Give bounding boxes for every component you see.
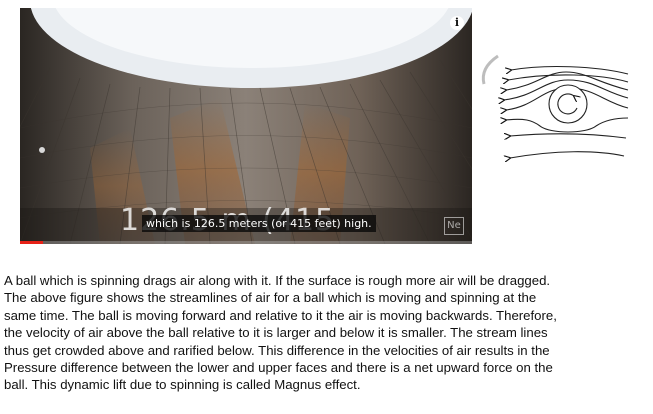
magnus-effect-paragraph: A ball which is spinning drags air along…: [4, 272, 650, 394]
paragraph-line: same time. The ball is moving forward an…: [4, 307, 557, 323]
paragraph-line: The above figure shows the streamlines o…: [4, 290, 537, 306]
video-progress-bar[interactable]: [20, 241, 472, 244]
video-frame[interactable]: i 126.5 m (415 which is 126.5 meters (or…: [20, 8, 472, 244]
cooling-tower-scene: [20, 8, 472, 244]
paragraph-line: thus get crowded above and rarified belo…: [4, 342, 550, 358]
streamline-top-3: [506, 71, 629, 90]
streamline-around-ball: [506, 118, 629, 133]
streamline-top-4: [504, 79, 629, 100]
channel-watermark-icon[interactable]: Ne: [444, 217, 464, 235]
info-icon[interactable]: i: [450, 16, 464, 30]
magnus-streamline-diagram: [481, 54, 629, 174]
paragraph-line: the velocity of air above the ball relat…: [4, 325, 548, 341]
spinning-ball: [548, 84, 588, 124]
video-progress-fill: [20, 241, 43, 244]
video-subtitle: which is 126.5 meters (or 415 feet) high…: [142, 215, 376, 232]
paragraph-line: Pressure difference between the lower an…: [4, 360, 553, 376]
streamline-bottom-1: [510, 134, 627, 138]
streamline-top-1: [511, 65, 629, 75]
paragraph-line: A ball which is spinning drags air along…: [4, 273, 551, 288]
motion-arc: [481, 54, 499, 85]
spin-arrow-icon: [557, 93, 577, 115]
streamline-top-2: [508, 74, 629, 82]
paragraph-line: ball. This dynamic lift due to spinning …: [4, 377, 361, 393]
streamline-bottom-2: [510, 151, 625, 158]
